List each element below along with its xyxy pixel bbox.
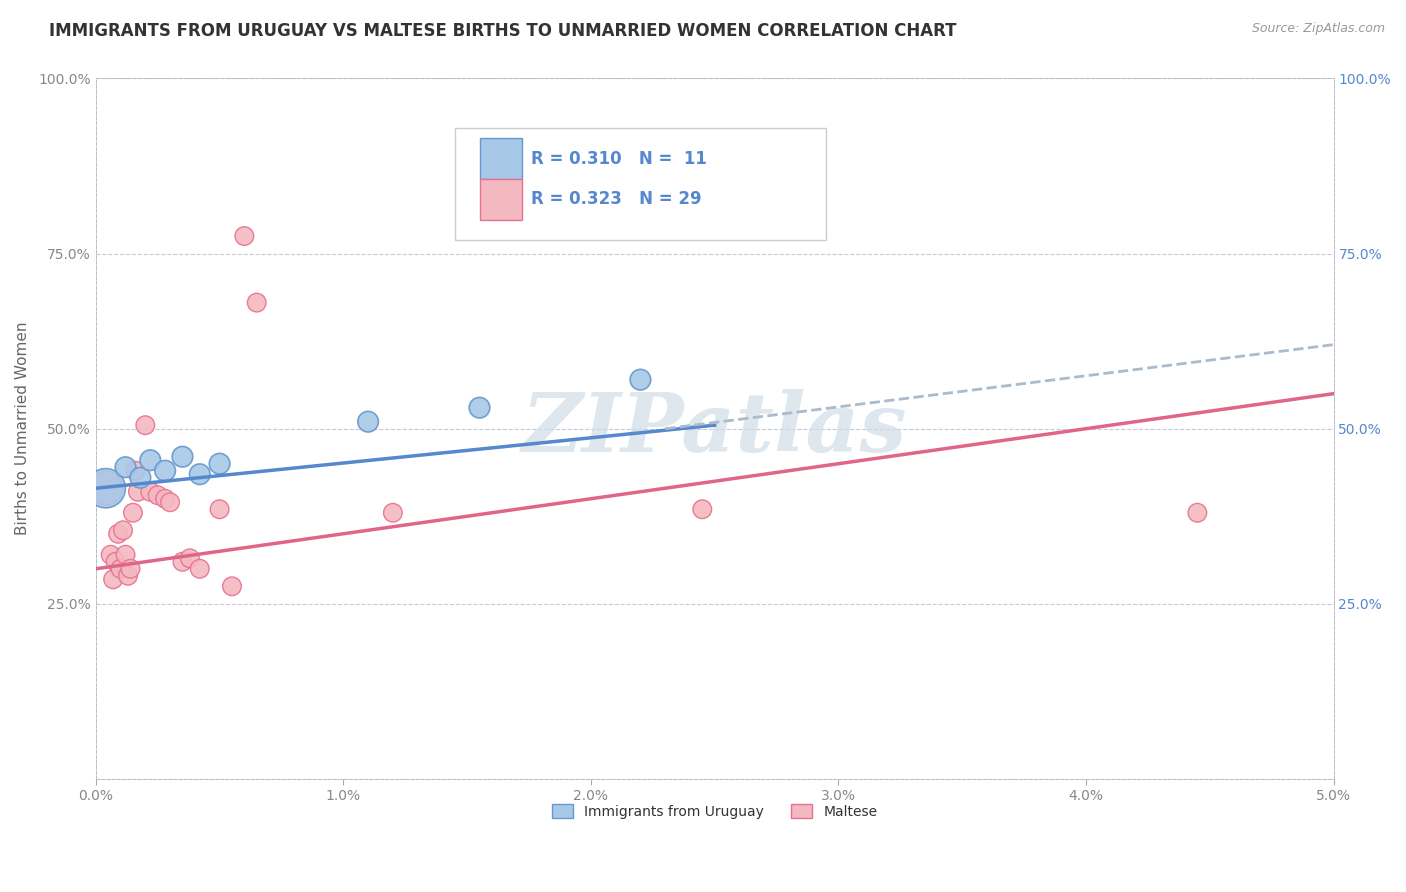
Point [120,562,142,576]
Point [104,555,127,569]
Point [139,453,162,467]
Point [117,569,139,583]
Text: Source: ZipAtlas.com: Source: ZipAtlas.com [1251,22,1385,36]
Point [107,526,129,541]
Text: IMMIGRANTS FROM URUGUAY VS MALTESE BIRTHS TO UNMARRIED WOMEN CORRELATION CHART: IMMIGRANTS FROM URUGUAY VS MALTESE BIRTH… [49,22,956,40]
Point [101,572,124,586]
Point [127,484,149,499]
FancyBboxPatch shape [479,178,522,220]
Point [233,229,256,244]
Point [179,551,201,566]
Legend: Immigrants from Uruguay, Maltese: Immigrants from Uruguay, Maltese [547,798,883,824]
Point [134,418,156,433]
Point [122,506,145,520]
Point [124,464,146,478]
Point [208,457,231,471]
Point [246,295,269,310]
Point [690,502,713,516]
Point [172,450,194,464]
Point [628,373,651,387]
FancyBboxPatch shape [479,138,522,179]
Point [159,495,181,509]
Point [153,464,176,478]
Point [153,491,176,506]
Point [94,481,117,495]
Point [146,488,169,502]
Point [110,562,132,576]
Point [468,155,491,169]
Point [139,484,162,499]
Point [100,548,122,562]
Point [172,555,194,569]
Point [188,562,211,576]
Point [112,523,135,537]
Point [129,471,152,485]
FancyBboxPatch shape [454,128,827,240]
Point [114,548,136,562]
Text: R = 0.323   N = 29: R = 0.323 N = 29 [531,190,702,209]
Text: R = 0.310   N =  11: R = 0.310 N = 11 [531,150,707,168]
Point [114,460,136,475]
Point [357,415,380,429]
Point [188,467,211,482]
Text: ZIPatlas: ZIPatlas [522,389,907,468]
Y-axis label: Births to Unmarried Women: Births to Unmarried Women [15,322,30,535]
Point [468,401,491,415]
Point [1187,506,1209,520]
Point [221,579,243,593]
Point [94,481,117,495]
Point [208,502,231,516]
Point [381,506,404,520]
